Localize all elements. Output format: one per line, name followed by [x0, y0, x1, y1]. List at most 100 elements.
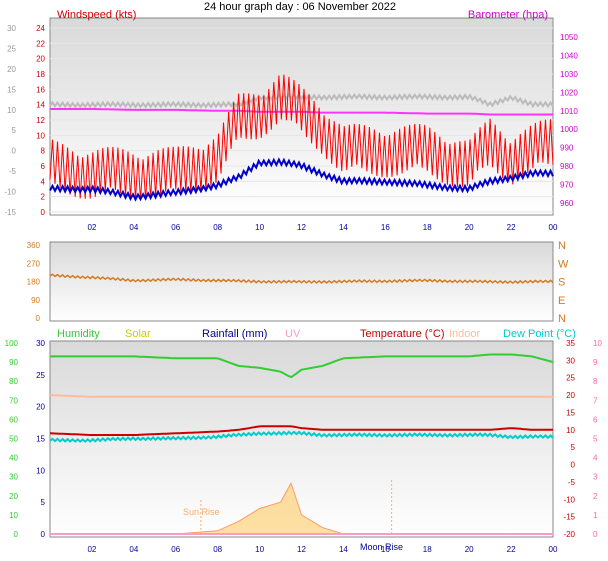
wind-outer-tick-label: -5 [9, 167, 17, 176]
humidity-tick-label: 20 [9, 492, 18, 501]
wind-x-tick-label: 12 [297, 223, 306, 232]
wind-outer-tick-label: -15 [4, 208, 16, 217]
wind-left-tick-label: 8 [41, 147, 46, 156]
wind-x-tick-label: 02 [87, 223, 96, 232]
wind-left-tick-label: 12 [36, 116, 45, 125]
temp-x-tick-label: 04 [129, 545, 138, 554]
wind-outer-tick-label: 0 [12, 147, 17, 156]
temp-tick-label: 25 [566, 374, 575, 383]
temp-tick-label: 0 [571, 461, 576, 470]
wind-right-tick-label: 1030 [560, 70, 578, 79]
humidityline [50, 353, 554, 379]
wind-outer-tick-label: 5 [12, 126, 17, 135]
wind-left-tick-label: 4 [41, 177, 46, 186]
uv-tick-label: 9 [593, 358, 598, 367]
wind-right-tick-label: 1000 [560, 125, 578, 134]
wind-left-tick-label: 10 [36, 131, 45, 140]
wind-left-tick-label: 20 [36, 55, 45, 64]
humidity-tick-label: 100 [5, 339, 19, 348]
uv-tick-label: 1 [593, 511, 598, 520]
humidity-tick-label: 40 [9, 454, 18, 463]
temp-tick-label: -20 [563, 530, 575, 539]
wind-right-tick-label: 1010 [560, 107, 578, 116]
wind-left-tick-label: 22 [36, 39, 45, 48]
wind-left-tick-label: 16 [36, 85, 45, 94]
temp-x-tick-label: 16 [381, 545, 390, 554]
temp-tick-label: -10 [563, 495, 575, 504]
direction-tick-label: 270 [27, 259, 41, 268]
temp-axis-ticks: 1009080706050403020100302520151050353025… [5, 339, 603, 539]
temp-x-tick-label: 08 [213, 545, 222, 554]
wind-outer-tick-label: 15 [7, 85, 16, 94]
humidity-tick-label: 60 [9, 415, 18, 424]
temperature-c-line [49, 425, 553, 436]
wind-plot-area [49, 17, 554, 216]
legend-item: UV [285, 328, 301, 340]
rain-tick-label: 0 [41, 530, 46, 539]
wind-x-tick-label: 20 [465, 223, 474, 232]
uv-tick-label: 8 [593, 377, 598, 386]
wind-outer-tick-label: 20 [7, 65, 16, 74]
wind-right-tick-label: 1040 [560, 52, 578, 61]
x-axis-ticks: 02 02 04 04 06 06 08 08 10 10 12 12 14 14 16 16 18 18 20 20… [87, 223, 558, 554]
temp-tick-label: 35 [566, 339, 575, 348]
humidity-tick-label: 50 [9, 435, 18, 444]
uv-tick-label: 4 [593, 454, 598, 463]
direction-tick-label: 0 [36, 314, 41, 323]
wind-outer-tick-label: 10 [7, 106, 16, 115]
temp-tick-label: 5 [571, 443, 576, 452]
direction-series [49, 273, 554, 285]
wind-right-tick-label: 990 [560, 144, 574, 153]
wind-left-tick-label: 14 [36, 101, 45, 110]
temp-plot-area [49, 340, 554, 538]
temp-x-tick-label: 02 [87, 545, 96, 554]
direction-compass-label: E [558, 295, 565, 307]
temp-tick-label: -5 [568, 478, 576, 487]
sunrise-annotation: Sun Rise [183, 507, 220, 517]
wind-x-tick-label: 04 [129, 223, 138, 232]
temp-tick-label: 30 [566, 356, 575, 365]
temp-tick-label: 15 [566, 408, 575, 417]
rain-tick-label: 10 [36, 466, 45, 475]
rain-tick-label: 5 [41, 498, 46, 507]
wind-left-tick-label: 24 [36, 24, 45, 33]
wind-series [49, 74, 554, 202]
wind-left-tick-label: 6 [41, 162, 46, 171]
uv-tick-label: 7 [593, 396, 598, 405]
moonrise-annotation: Moon Rise [360, 542, 403, 552]
temp-x-tick-label: 12 [297, 545, 306, 554]
wind-x-tick-label: 16 [381, 223, 390, 232]
humidity-tick-label: 30 [9, 473, 18, 482]
rain-tick-label: 30 [36, 339, 45, 348]
temp-x-tick-label: 14 [339, 545, 348, 554]
direction-tick-label: 180 [27, 278, 41, 287]
temp-tick-label: 10 [566, 426, 575, 435]
barometer-line [50, 108, 553, 116]
wind-outer-tick-label: -10 [4, 188, 16, 197]
wind-right-tick-label: 980 [560, 162, 574, 171]
wind-left-label: Windspeed (kts) [57, 9, 136, 21]
wind-x-tick-label: 18 [423, 223, 432, 232]
wind-right-tick-label: 960 [560, 199, 574, 208]
rain-tick-label: 20 [36, 403, 45, 412]
wind-right-label: Barometer (hpa) [468, 9, 548, 21]
humidity-tick-label: 80 [9, 377, 18, 386]
legend-item: Indoor [449, 328, 481, 340]
direction-compass-label: N [558, 240, 566, 252]
direction-tick-label: 90 [31, 296, 40, 305]
temp-x-tick-label: 10 [255, 545, 264, 554]
average-wind-line [49, 157, 554, 202]
legend-item: Humidity [57, 328, 100, 340]
wind-outer-tick-label: 30 [7, 24, 16, 33]
wind-axis-ticks: 242220181614121086420302520151050-5-10-1… [4, 24, 578, 217]
temp-x-tick-label: 22 [507, 545, 516, 554]
wind-direction-line [49, 273, 554, 285]
humidity-tick-label: 90 [9, 358, 18, 367]
legend-item: Temperature (°C) [360, 328, 444, 340]
uv-tick-label: 0 [593, 530, 598, 539]
indoorline [49, 394, 553, 398]
humidity-tick-label: 0 [14, 530, 19, 539]
direction-compass-label: W [558, 258, 569, 270]
